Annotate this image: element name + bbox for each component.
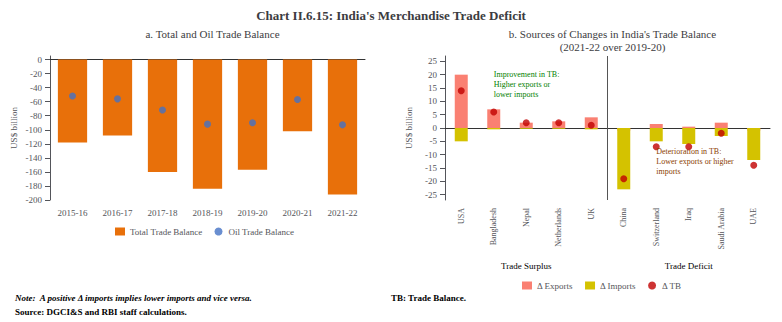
svg-text:Δ TB: Δ TB — [662, 281, 681, 291]
svg-text:-40: -40 — [30, 83, 42, 93]
svg-text:(2021-22 over 2019-20): (2021-22 over 2019-20) — [560, 41, 666, 54]
svg-text:-15: -15 — [425, 163, 437, 173]
svg-text:Δ Imports: Δ Imports — [600, 281, 636, 291]
svg-text:Trade Surplus: Trade Surplus — [501, 261, 552, 271]
svg-text:-20: -20 — [30, 69, 42, 79]
svg-text:Oil Trade Balance: Oil Trade Balance — [229, 227, 295, 237]
svg-text:2020-21: 2020-21 — [283, 208, 313, 218]
svg-text:20: 20 — [428, 70, 438, 80]
svg-text:b. Sources of Changes in India: b. Sources of Changes in India's Trade B… — [509, 28, 716, 40]
svg-text:-140: -140 — [26, 153, 43, 163]
svg-text:Trade Deficit: Trade Deficit — [665, 261, 713, 271]
svg-text:25: 25 — [428, 56, 438, 66]
svg-text:UK: UK — [587, 208, 596, 220]
svg-text:-100: -100 — [26, 125, 43, 135]
svg-text:-200: -200 — [26, 195, 43, 205]
svg-text:10: 10 — [428, 96, 438, 106]
svg-text:Lower exports or higher: Lower exports or higher — [656, 157, 734, 166]
svg-text:USA: USA — [457, 208, 466, 224]
svg-text:15: 15 — [428, 83, 438, 93]
svg-text:Improvement in TB:: Improvement in TB: — [494, 70, 560, 79]
svg-text:-80: -80 — [30, 111, 42, 121]
svg-text:US$ billion: US$ billion — [404, 107, 414, 149]
svg-text:-60: -60 — [30, 97, 42, 107]
svg-text:2021-22: 2021-22 — [328, 208, 358, 218]
svg-text:0: 0 — [38, 55, 43, 65]
svg-text:China: China — [619, 208, 628, 228]
svg-text:Bangladesh: Bangladesh — [489, 208, 498, 245]
svg-text:2016-17: 2016-17 — [103, 208, 133, 218]
svg-text:-180: -180 — [26, 181, 43, 191]
svg-text:-25: -25 — [425, 190, 437, 200]
svg-text:Nepal: Nepal — [522, 207, 531, 227]
svg-text:Switzerland: Switzerland — [652, 208, 661, 246]
svg-text:UAE: UAE — [749, 208, 758, 225]
svg-text:-20: -20 — [425, 176, 437, 186]
svg-text:5: 5 — [433, 110, 438, 120]
svg-text:Higher exports or: Higher exports or — [494, 80, 551, 89]
svg-text:-120: -120 — [26, 139, 43, 149]
svg-text:Δ Exports: Δ Exports — [537, 281, 573, 291]
svg-text:lower imports: lower imports — [494, 90, 539, 99]
svg-text:-5: -5 — [430, 136, 438, 146]
svg-text:a. Total and Oil Trade Balance: a. Total and Oil Trade Balance — [145, 28, 279, 40]
svg-text:2018-19: 2018-19 — [193, 208, 223, 218]
svg-text:2017-18: 2017-18 — [148, 208, 178, 218]
svg-text:US$ billion: US$ billion — [9, 107, 19, 149]
svg-text:-160: -160 — [26, 167, 43, 177]
svg-text:Total Trade Balance: Total Trade Balance — [130, 227, 202, 237]
svg-text:0: 0 — [433, 123, 438, 133]
svg-text:Netherlands: Netherlands — [554, 208, 563, 247]
svg-text:Iraq: Iraq — [684, 208, 693, 221]
svg-text:Chart II.6.15: India's Merchan: Chart II.6.15: India's Merchandise Trade… — [256, 8, 526, 23]
svg-text:Note: A positive Δ imports im: Note: A positive Δ imports implies lower… — [14, 293, 252, 303]
svg-text:Source: DGCI&S and RBI staff c: Source: DGCI&S and RBI staff calculation… — [15, 307, 187, 317]
svg-text:-10: -10 — [425, 150, 437, 160]
svg-text:Deterioration in TB:: Deterioration in TB: — [656, 147, 721, 156]
svg-text:2015-16: 2015-16 — [58, 208, 88, 218]
svg-text:2019-20: 2019-20 — [238, 208, 268, 218]
svg-text:imports: imports — [656, 167, 680, 176]
svg-text:TB: Trade Balance.: TB: Trade Balance. — [391, 293, 466, 303]
svg-text:Saudi Arabia: Saudi Arabia — [717, 208, 726, 250]
